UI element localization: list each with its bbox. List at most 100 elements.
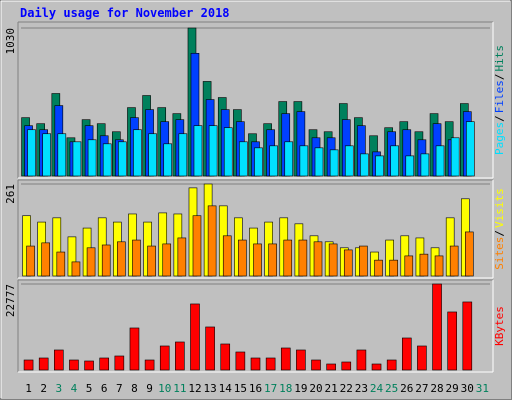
legend-separator: / xyxy=(493,74,506,81)
bar xyxy=(419,253,429,277)
bar xyxy=(223,127,233,177)
bar xyxy=(314,147,324,177)
bar xyxy=(178,133,188,177)
bar xyxy=(465,231,474,277)
x-tick-label: 4 xyxy=(71,382,78,395)
bar xyxy=(193,125,203,177)
bar xyxy=(192,215,202,277)
bar xyxy=(205,326,215,371)
bar xyxy=(42,133,51,177)
x-tick-label: 21 xyxy=(325,382,338,395)
legend: Pages/Files/Hits xyxy=(493,45,506,155)
bar xyxy=(328,243,338,277)
legend-entry: Files xyxy=(493,80,506,113)
x-tick-label: 10 xyxy=(158,382,171,395)
bar xyxy=(99,357,110,371)
bar xyxy=(341,361,352,371)
bar xyxy=(86,247,96,277)
y-tick-label: 261 xyxy=(4,184,17,204)
bar xyxy=(417,345,427,371)
bar xyxy=(432,283,442,371)
x-tick-label: 2 xyxy=(40,382,47,395)
bar xyxy=(41,242,50,277)
bar xyxy=(102,143,112,177)
bar xyxy=(54,349,64,371)
legend-entry: Visits xyxy=(493,188,506,228)
x-tick-label: 18 xyxy=(279,382,292,395)
panel xyxy=(18,280,493,372)
bar xyxy=(269,145,278,177)
x-tick-label: 25 xyxy=(385,382,398,395)
x-tick-label: 14 xyxy=(219,382,233,395)
bar xyxy=(87,139,97,177)
bar xyxy=(163,143,173,177)
bar xyxy=(26,245,35,277)
y-tick-label: 1030 xyxy=(4,28,17,55)
legend-entry: KBytes xyxy=(493,306,506,346)
bar xyxy=(254,147,263,177)
bar xyxy=(114,355,125,371)
x-tick-label: 31 xyxy=(476,382,489,395)
bar xyxy=(375,155,384,177)
bar xyxy=(239,141,248,177)
x-tick-label: 8 xyxy=(131,382,138,395)
legend-entry: Sites xyxy=(493,237,506,270)
bar xyxy=(265,357,276,371)
bar xyxy=(298,239,308,277)
bar xyxy=(57,133,67,177)
x-tick-label: 5 xyxy=(86,382,93,395)
legend-separator: / xyxy=(493,230,506,237)
bar xyxy=(38,357,49,371)
bar xyxy=(326,363,336,371)
x-tick-label: 3 xyxy=(56,382,63,395)
bar xyxy=(72,141,82,177)
x-tick-label: 24 xyxy=(370,382,384,395)
legend: KBytes xyxy=(493,306,506,346)
bar xyxy=(144,359,155,371)
bar xyxy=(101,244,111,277)
bar xyxy=(359,245,368,277)
bar xyxy=(27,129,36,177)
bar xyxy=(268,243,277,277)
bar xyxy=(389,259,398,277)
x-tick-label: 11 xyxy=(173,382,186,395)
bar xyxy=(405,155,415,177)
bar xyxy=(148,133,157,177)
x-tick-label: 7 xyxy=(116,382,123,395)
bar xyxy=(69,359,79,371)
bar xyxy=(401,337,412,371)
bar xyxy=(118,141,127,177)
bar xyxy=(462,301,473,371)
x-tick-label: 26 xyxy=(400,382,413,395)
legend: Sites/ Visits xyxy=(493,188,506,270)
bar xyxy=(299,145,309,177)
x-tick-label: 27 xyxy=(415,382,428,395)
bar xyxy=(450,137,460,177)
bar xyxy=(235,351,246,371)
chart-title: Daily usage for November 2018 xyxy=(20,6,230,20)
bar xyxy=(190,303,200,371)
bar xyxy=(147,245,156,277)
bar xyxy=(280,347,291,371)
bar xyxy=(23,359,34,371)
bar xyxy=(420,153,430,177)
legend-entry: Hits xyxy=(493,45,506,72)
bar xyxy=(343,249,353,277)
x-tick-label: 9 xyxy=(146,382,153,395)
legend-separator: / xyxy=(493,115,506,122)
x-tick-label: 6 xyxy=(101,382,108,395)
bar xyxy=(132,239,141,277)
x-tick-label: 1 xyxy=(25,382,32,395)
x-tick-label: 30 xyxy=(461,382,474,395)
bar xyxy=(329,149,339,177)
legend-entry: Pages xyxy=(493,122,506,155)
bar xyxy=(238,239,247,277)
bar xyxy=(386,359,397,371)
bar xyxy=(296,349,306,371)
bar xyxy=(222,235,232,277)
x-tick-label: 23 xyxy=(355,382,368,395)
bar xyxy=(371,363,382,371)
x-tick-label: 22 xyxy=(340,382,353,395)
x-tick-label: 13 xyxy=(203,382,216,395)
bar xyxy=(84,360,94,371)
